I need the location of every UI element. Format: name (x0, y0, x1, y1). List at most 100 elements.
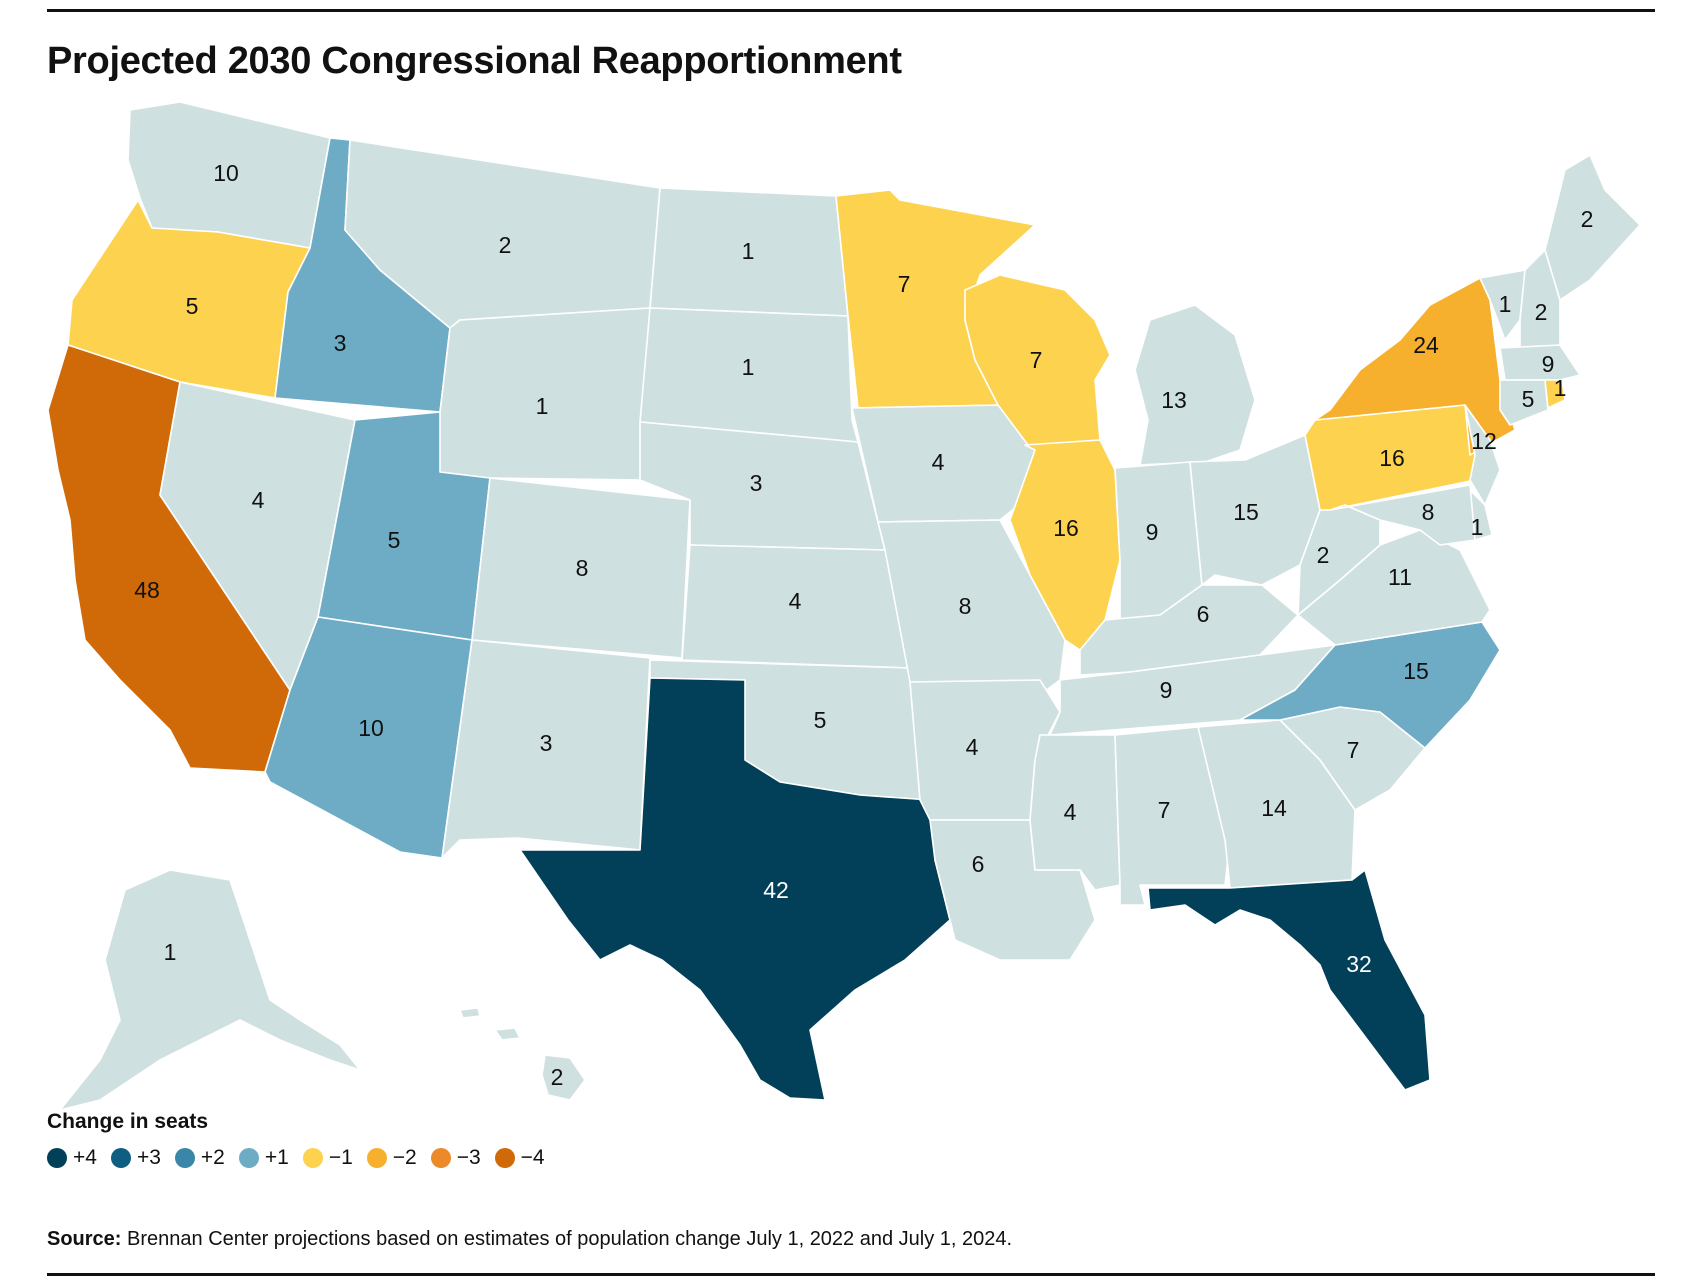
seat-label-az: 10 (358, 715, 384, 741)
legend-label-plus2: +2 (200, 1146, 225, 1169)
legend-item-minus4: −4 (494, 1146, 545, 1170)
legend-label-plus3: +3 (136, 1146, 161, 1169)
seat-label-sc: 7 (1347, 737, 1360, 763)
seat-label-nh: 2 (1535, 299, 1548, 325)
seat-label-ar: 4 (966, 734, 979, 760)
legend-item-minus1: −1 (302, 1146, 353, 1170)
seat-label-de: 1 (1471, 514, 1484, 540)
seat-label-nd: 1 (742, 238, 755, 264)
seat-label-ok: 5 (814, 707, 827, 733)
seat-label-ia: 4 (932, 449, 945, 475)
state-vt[interactable] (1479, 269, 1526, 341)
legend-swatch-minus2 (366, 1148, 387, 1168)
state-wi[interactable] (964, 274, 1111, 446)
legend-label-minus1: −1 (328, 1146, 353, 1169)
state-nc[interactable] (1239, 621, 1501, 749)
legend-label-minus3: −3 (456, 1146, 481, 1169)
state-mo[interactable] (877, 519, 1066, 699)
state-ak[interactable] (59, 869, 361, 1111)
legend-label-plus1: +1 (264, 1146, 289, 1169)
state-hi-island-3[interactable] (459, 1007, 481, 1019)
legend-item-plus3: +3 (110, 1146, 161, 1170)
state-hi[interactable] (541, 1054, 586, 1101)
seat-label-ne: 3 (750, 470, 763, 496)
seat-label-tn: 9 (1160, 677, 1173, 703)
seat-label-wv: 2 (1317, 542, 1330, 568)
state-nm[interactable] (441, 639, 651, 859)
seat-label-sd: 1 (742, 354, 755, 380)
legend-title: Change in seats (47, 1110, 209, 1133)
legend: Change in seats +4 +3 +2 +1 −1 −2 −3 −4 (47, 1110, 545, 1170)
state-hi-island-2[interactable] (494, 1027, 521, 1041)
seat-label-mo: 8 (959, 593, 972, 619)
legend-swatch-plus2 (174, 1148, 195, 1168)
seat-label-la: 6 (972, 851, 985, 877)
source-text: Brennan Center projections based on esti… (127, 1228, 1013, 1250)
seat-label-ma: 9 (1542, 351, 1555, 377)
seat-label-mi: 13 (1161, 387, 1187, 413)
legend-swatch-plus3 (110, 1148, 131, 1168)
seat-label-or: 5 (186, 293, 199, 319)
legend-swatch-plus1 (238, 1148, 259, 1168)
seat-label-nc: 15 (1403, 658, 1429, 684)
seat-label-ny: 24 (1413, 332, 1439, 358)
legend-swatch-plus4 (47, 1148, 67, 1168)
seat-label-mt: 2 (499, 232, 512, 258)
legend-items: +4 +3 +2 +1 −1 −2 −3 −4 (47, 1146, 545, 1170)
state-ny[interactable] (1314, 277, 1516, 456)
seat-label-id: 3 (334, 330, 347, 356)
state-sd[interactable] (639, 307, 859, 443)
state-ri[interactable] (1544, 379, 1566, 409)
seat-label-in: 9 (1146, 519, 1159, 545)
legend-swatch-minus1 (302, 1148, 323, 1168)
seat-label-ca: 48 (134, 577, 160, 603)
seat-label-md: 8 (1422, 499, 1435, 525)
seat-label-ak: 1 (164, 939, 177, 965)
seat-label-ut: 5 (388, 527, 401, 553)
seat-label-mn: 7 (898, 271, 911, 297)
seat-label-ri: 1 (1554, 375, 1567, 401)
map-title: Projected 2030 Congressional Reapportion… (47, 40, 902, 82)
seat-label-ms: 4 (1064, 799, 1077, 825)
legend-item-minus3: −3 (430, 1146, 481, 1170)
seat-label-vt: 1 (1499, 291, 1512, 317)
seat-label-wy: 1 (536, 393, 549, 419)
seat-label-oh: 15 (1233, 499, 1259, 525)
seat-label-nv: 4 (252, 487, 265, 513)
top-rule (47, 9, 1655, 12)
state-mi[interactable] (1134, 304, 1256, 466)
seat-label-wa: 10 (213, 160, 239, 186)
seat-label-wi: 7 (1030, 347, 1043, 373)
seat-label-me: 2 (1581, 206, 1594, 232)
bottom-rule (47, 1273, 1655, 1276)
seat-label-co: 8 (576, 555, 589, 581)
legend-swatch-minus3 (430, 1148, 451, 1168)
seat-label-nj: 12 (1471, 428, 1497, 454)
source-note: Source: Brennan Center projections based… (47, 1228, 1012, 1251)
seat-label-hi: 2 (551, 1064, 564, 1090)
seat-label-ga: 14 (1261, 795, 1287, 821)
state-ct[interactable] (1499, 379, 1549, 426)
state-me[interactable] (1544, 154, 1641, 301)
seat-label-ks: 4 (789, 588, 802, 614)
state-tx[interactable] (519, 677, 951, 1101)
seat-label-ct: 5 (1522, 386, 1535, 412)
state-fl[interactable] (1147, 869, 1431, 1091)
source-label: Source: (47, 1228, 122, 1250)
state-md[interactable] (1329, 484, 1476, 546)
seat-label-pa: 16 (1379, 445, 1405, 471)
seat-label-tx: 42 (763, 877, 789, 903)
seat-label-il: 16 (1053, 515, 1079, 541)
legend-label-plus4: +4 (73, 1146, 97, 1169)
state-ma[interactable] (1499, 344, 1581, 381)
legend-item-plus1: +1 (238, 1146, 289, 1170)
seat-label-fl: 32 (1346, 951, 1372, 977)
legend-label-minus2: −2 (392, 1146, 417, 1169)
legend-swatch-minus4 (494, 1148, 515, 1168)
seat-label-al: 7 (1158, 797, 1171, 823)
seat-label-va: 11 (1388, 564, 1412, 590)
seat-label-nm: 3 (540, 730, 553, 756)
legend-label-minus4: −4 (520, 1146, 545, 1169)
legend-item-plus2: +2 (174, 1146, 225, 1170)
